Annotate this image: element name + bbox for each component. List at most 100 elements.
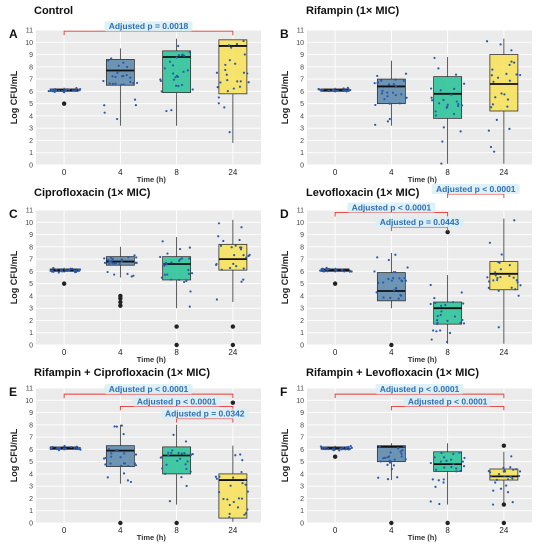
data-point: [104, 456, 107, 460]
box-4h: [102, 424, 138, 526]
bracket-line: [334, 212, 449, 217]
data-point: [241, 482, 244, 485]
data-point: [217, 222, 221, 225]
data-point: [188, 305, 191, 308]
x-tick-label: 0: [62, 168, 67, 177]
data-point: [109, 256, 113, 259]
data-point: [246, 508, 249, 511]
data-point: [386, 478, 390, 481]
panel-letter: B: [280, 27, 289, 41]
data-point: [389, 451, 392, 454]
y-tick-label: 0: [29, 521, 33, 528]
data-point: [238, 238, 241, 242]
data-point: [398, 277, 401, 280]
data-point: [118, 262, 121, 266]
data-point: [331, 88, 334, 91]
data-point: [510, 286, 513, 289]
data-point: [442, 98, 445, 102]
data-point: [338, 449, 341, 452]
data-point: [244, 483, 247, 486]
data-point: [243, 53, 246, 56]
data-point: [217, 491, 221, 494]
data-point: [497, 326, 500, 329]
data-point: [489, 145, 493, 149]
data-point: [438, 102, 441, 105]
data-point: [400, 93, 403, 96]
data-point: [397, 297, 400, 300]
data-point: [440, 162, 443, 165]
data-point: [488, 471, 492, 474]
outlier-point: [118, 299, 123, 305]
panel-c: 0 1 2 3 4 5 6 7 8 9 10 11 0 4 8 24 Time (h) Log CFU/mL Cip…: [9, 187, 261, 364]
data-point: [238, 85, 242, 88]
box-iqr: [433, 451, 463, 472]
data-point: [508, 127, 511, 130]
data-point: [455, 100, 458, 103]
data-point: [217, 235, 220, 238]
data-point: [401, 449, 404, 452]
panel-letter: A: [9, 27, 18, 41]
data-point: [462, 465, 466, 468]
data-point: [237, 497, 241, 500]
data-point: [377, 281, 380, 284]
data-point: [461, 318, 464, 322]
data-point: [47, 90, 50, 93]
y-axis-label: Log CFU/mL: [280, 250, 290, 304]
data-point: [492, 489, 495, 492]
box-iqr: [105, 59, 135, 86]
data-point: [383, 456, 387, 460]
data-point: [349, 444, 352, 448]
data-point: [120, 260, 123, 263]
y-tick-label: 6: [300, 269, 304, 276]
y-tick-label: 10: [296, 398, 304, 405]
data-point: [159, 79, 162, 83]
data-point: [129, 480, 133, 484]
data-point: [170, 451, 173, 454]
data-point: [502, 466, 505, 469]
data-point: [508, 63, 511, 66]
y-tick-label: 7: [300, 435, 304, 442]
annotation-bg: [104, 21, 193, 32]
x-tick-label: 24: [499, 168, 508, 177]
data-point: [463, 456, 466, 460]
box-8h: [429, 443, 466, 526]
y-tick-label: 0: [300, 343, 304, 350]
data-point: [222, 497, 225, 501]
data-point: [392, 270, 395, 274]
data-point: [339, 447, 342, 450]
annotation-bg: [132, 396, 221, 407]
data-point: [378, 445, 381, 448]
y-tick-label: 7: [300, 77, 304, 84]
data-point: [325, 266, 328, 269]
data-point: [460, 104, 464, 107]
data-point: [347, 448, 350, 451]
data-point: [450, 93, 453, 96]
data-point: [448, 331, 452, 335]
significance-bracket: Adjusted p < 0.0001: [63, 384, 234, 399]
data-point: [240, 226, 243, 229]
box-8h: [159, 424, 194, 526]
data-point: [190, 272, 194, 275]
data-point: [430, 87, 433, 90]
box-4h: [102, 48, 139, 126]
data-point: [382, 296, 385, 299]
data-point: [60, 89, 64, 93]
data-point: [381, 89, 384, 92]
data-point: [242, 254, 245, 257]
outlier-point: [118, 303, 123, 308]
data-point: [113, 262, 116, 265]
data-point: [402, 79, 405, 82]
data-point: [394, 287, 398, 290]
y-tick-label: 8: [29, 244, 33, 251]
box-8h: [159, 237, 194, 348]
data-point: [102, 79, 105, 83]
annotation-text: Adjusted p < 0.0001: [352, 202, 432, 212]
x-axis-label: Time (h): [137, 533, 167, 542]
data-point: [435, 330, 438, 333]
data-point: [499, 268, 502, 271]
data-point: [491, 103, 495, 106]
data-point: [397, 446, 400, 450]
y-tick-label: 8: [300, 422, 304, 429]
x-tick-label: 8: [445, 168, 450, 177]
y-tick-label: 1: [29, 150, 33, 157]
